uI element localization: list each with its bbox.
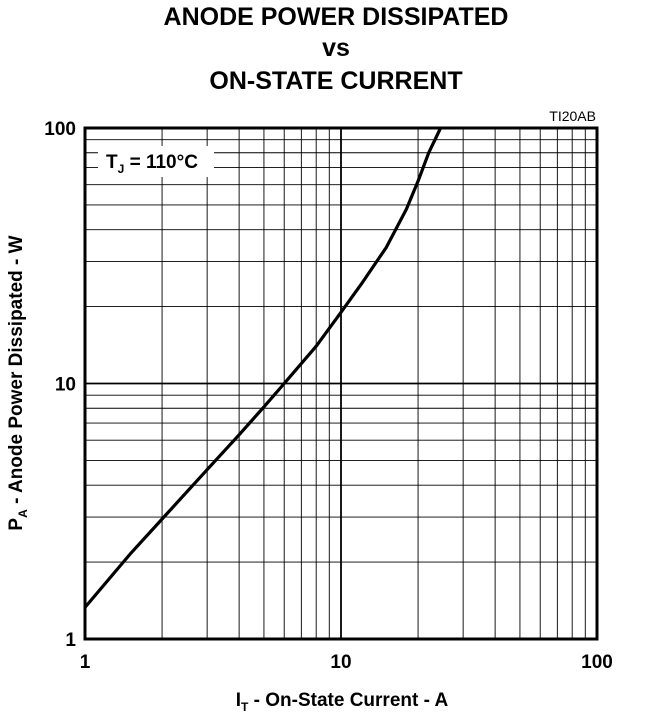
chart-title-line-3: ON-STATE CURRENT <box>209 67 463 95</box>
annotation-text: TJ = 110°C <box>106 152 198 176</box>
chart-title-line-2: vs <box>322 34 350 62</box>
annotation-rest: = 110°C <box>124 152 198 173</box>
annotation-box: TJ = 110°C <box>98 146 214 177</box>
grid <box>85 128 597 639</box>
figure-id-label: TI20AB <box>549 108 596 124</box>
y-axis-label-rest: - Anode Power Dissipated - W <box>6 235 27 509</box>
y-tick-label: 100 <box>44 119 76 140</box>
y-tick-label: 1 <box>65 630 76 651</box>
power-curve-line <box>83 127 443 609</box>
x-axis-label-main: I <box>236 690 241 711</box>
y-axis-label-main: P <box>6 518 27 531</box>
x-tick-label: 100 <box>581 652 613 673</box>
annotation-main: T <box>106 152 118 173</box>
x-axis-label: IT - On-State Current - A <box>236 690 449 714</box>
plot-frame <box>83 126 599 641</box>
y-axis-label-sub: A <box>16 509 30 518</box>
y-tick-label: 10 <box>55 375 76 396</box>
annotation-sub: J <box>118 162 125 176</box>
x-tick-label: 10 <box>330 652 351 673</box>
x-tick-label: 1 <box>80 652 91 673</box>
tick-labels: 1 10 100 1 10 100 <box>44 119 613 673</box>
x-axis-label-rest: - On-State Current - A <box>248 690 448 711</box>
chart-title-line-1: ANODE POWER DISSIPATED <box>163 3 509 31</box>
y-axis-label: PA - Anode Power Dissipated - W <box>6 235 30 530</box>
x-axis-label-sub: T <box>241 700 249 714</box>
